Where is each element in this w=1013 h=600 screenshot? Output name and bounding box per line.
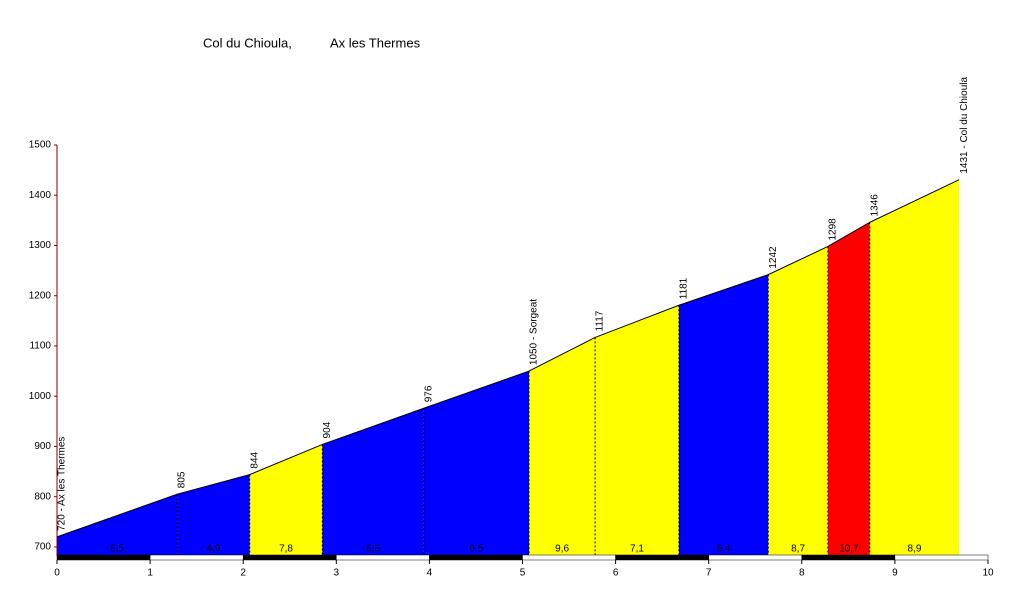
x-tick-label: 1 [147,568,153,579]
km-bar [894,554,989,561]
gradient-label: 6,4 [717,544,731,555]
gradient-segment [827,222,870,556]
km-bar [242,554,337,561]
point-label: 1117 [595,310,606,331]
gradient-label: 10,7 [839,544,859,555]
point-label: 1050 - Sorgeat [529,299,540,365]
gradient-label: 6,5 [110,544,124,555]
point-label: 805 [177,471,188,488]
km-bar [615,554,709,561]
x-tick-label: 7 [706,568,712,579]
x-tick-label: 0 [54,568,60,579]
point-label: 1242 [768,246,779,269]
x-tick-label: 10 [982,568,994,579]
gradient-segment [423,371,530,556]
gradient-label: 7,8 [279,544,293,555]
km-bar [56,554,151,561]
gradient-segment [768,246,828,556]
gradient-label: 8,9 [907,544,921,555]
point-label: 844 [249,451,260,468]
gradient-label: 6,6 [366,544,380,555]
y-tick-label: 1100 [29,341,51,352]
profile-line [56,179,960,538]
point-label: 1181 [679,277,690,299]
x-tick-label: 4 [427,568,433,579]
point-label: 720 - Ax les Thermes [57,437,68,531]
x-tick-label: 8 [799,568,805,579]
gradient-label: 6,5 [469,544,483,555]
km-bar [801,554,896,561]
point-label: 1298 [828,218,839,241]
y-tick-label: 1000 [29,391,52,402]
y-tick-label: 800 [34,491,51,502]
x-tick-label: 2 [240,568,246,579]
point-label: 904 [322,421,333,438]
y-tick-label: 700 [34,542,51,553]
gradient-segment [322,408,424,556]
point-label: 1431 - Col du Chioula [959,77,970,174]
point-label: 1346 [869,194,880,217]
chart-subtitle: Ax les Thermes [330,35,421,50]
gradient-segment [678,274,769,556]
y-tick-label: 900 [34,441,51,452]
gradient-segment [595,305,679,556]
gradient-label: 8,7 [791,544,805,555]
gradient-segment [177,474,250,556]
gradient-label: 4,9 [206,544,220,555]
gradient-label: 9,6 [555,544,569,555]
gradient-segment [529,337,596,556]
gradient-label: 7,1 [630,544,644,555]
gradient-segment [57,494,178,556]
y-tick-label: 1200 [29,290,52,301]
y-tick-label: 1400 [29,190,52,201]
gradient-segment [869,179,960,556]
point-label: 976 [423,385,434,402]
x-tick-label: 9 [892,568,898,579]
chart-title: Col du Chioula, [203,35,292,50]
x-tick-label: 3 [334,568,340,579]
x-tick-label: 6 [613,568,619,579]
x-tick-label: 5 [520,568,526,579]
km-bar [708,554,803,561]
gradient-segment [249,444,323,556]
km-bar [522,554,616,561]
y-tick-label: 1500 [29,140,52,151]
km-bar [336,554,430,561]
y-tick-label: 1300 [29,240,52,251]
km-bar [429,554,523,561]
km-bar [149,554,244,561]
